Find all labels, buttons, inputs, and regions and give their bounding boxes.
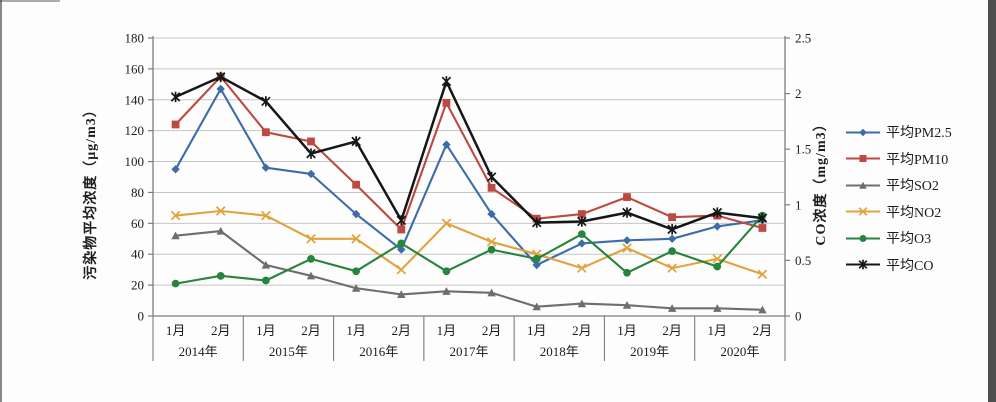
left-axis-ticks: 0 20 40 60 80 100 120 140 160 180 (125, 31, 153, 324)
series-o3 (171, 211, 767, 288)
right-axis-ticks: 0 0.5 1 1.5 2 2.5 (785, 31, 811, 324)
series-co (170, 71, 768, 235)
legend-label-co: 平均CO (886, 258, 934, 274)
gridlines (153, 37, 785, 286)
legend-item-no2: 平均NO2 (845, 199, 952, 226)
legend: 平均PM2.5 平均PM10 平均SO2 平均NO2 平均O3 平均CO (845, 119, 952, 278)
left-tick-label: 160 (125, 61, 145, 76)
legend-swatch-o3 (846, 234, 880, 242)
legend-item-o3: 平均O3 (845, 225, 952, 252)
year-tick-label: 2019年 (630, 344, 669, 359)
month-tick-label: 2月 (662, 323, 682, 338)
month-tick-label: 1月 (437, 323, 457, 338)
year-tick-label: 2020年 (720, 344, 759, 359)
year-tick-label: 2016年 (359, 344, 398, 359)
legend-swatch-pm2-5 (846, 128, 880, 137)
month-tick-label: 2月 (753, 323, 773, 338)
left-tick-label: 80 (131, 185, 144, 200)
right-tick-label: 0 (795, 309, 802, 324)
left-tick-label: 40 (131, 247, 144, 262)
right-tick-label: 1 (795, 197, 802, 212)
month-tick-label: 2月 (572, 323, 592, 338)
right-tick-label: 2 (795, 86, 802, 101)
month-tick-label: 2月 (211, 323, 231, 338)
series-pm2-5 (171, 84, 767, 270)
legend-label-o3: 平均O3 (886, 232, 932, 248)
x-axis-labels: 1月 2月 2014年 1月 2月 2015年 1月 2月 2016年 1月 2月 2017年 1月 2月… (152, 316, 786, 361)
legend-swatch-pm10 (846, 155, 880, 163)
year-tick-label: 2018年 (540, 344, 579, 359)
left-tick-label: 120 (125, 123, 145, 138)
left-tick-label: 100 (125, 154, 145, 169)
month-tick-label: 1月 (166, 323, 186, 338)
legend-label-no2: 平均NO2 (886, 205, 942, 221)
year-tick-label: 2017年 (449, 344, 488, 359)
series-pm10 (171, 72, 767, 234)
right-axis-title: CO浓度（mg/m3） (814, 116, 829, 246)
legend-item-pm2-5: 平均PM2.5 (845, 119, 952, 146)
right-tick-label: 2.5 (795, 31, 811, 46)
left-tick-label: 140 (125, 92, 145, 107)
frame-left-edge (0, 0, 2, 402)
legend-swatch-co (846, 259, 880, 270)
month-tick-label: 2月 (482, 323, 502, 338)
legend-item-so2: 平均SO2 (845, 172, 952, 199)
axes (152, 36, 786, 317)
year-tick-label: 2015年 (269, 344, 308, 359)
left-tick-label: 0 (138, 309, 145, 324)
legend-item-pm10: 平均PM10 (845, 146, 952, 173)
month-tick-label: 1月 (346, 323, 366, 338)
left-tick-label: 20 (131, 278, 144, 293)
frame-top-edge (0, 0, 60, 2)
legend-label-pm2-5: 平均PM2.5 (886, 126, 952, 142)
left-axis-title: 污染物平均浓度（μg/m3） (84, 102, 99, 280)
frame-right-edge (988, 0, 996, 402)
right-tick-label: 1.5 (795, 142, 811, 157)
legend-swatch-so2 (846, 181, 880, 189)
month-tick-label: 1月 (617, 323, 637, 338)
legend-item-co: 平均CO (845, 252, 952, 279)
left-tick-label: 180 (125, 31, 145, 46)
month-tick-label: 2月 (301, 323, 321, 338)
legend-label-pm10: 平均PM10 (886, 152, 949, 168)
legend-label-so2: 平均SO2 (886, 179, 939, 195)
series-no2 (170, 206, 768, 280)
legend-swatch-no2 (846, 207, 880, 217)
year-tick-label: 2014年 (179, 344, 218, 359)
left-tick-label: 60 (131, 216, 144, 231)
series-so2 (171, 226, 767, 314)
month-tick-label: 2月 (392, 323, 412, 338)
month-tick-label: 1月 (256, 323, 276, 338)
month-tick-label: 1月 (527, 323, 547, 338)
month-tick-label: 1月 (708, 323, 728, 338)
right-tick-label: 0.5 (795, 253, 811, 268)
